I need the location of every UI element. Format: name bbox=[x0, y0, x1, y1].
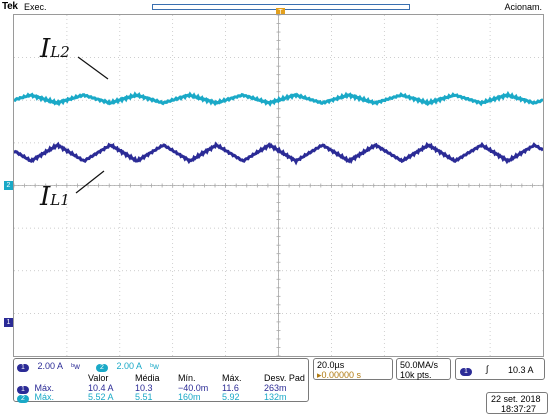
meas-row-2-max: 5.92 bbox=[222, 392, 240, 402]
waveform-ch2 bbox=[14, 90, 543, 107]
meas-row-2-min: 160m bbox=[178, 392, 201, 402]
acquisition-box[interactable]: 50.0MA/s 10k pts. bbox=[396, 358, 451, 380]
timebase-box[interactable]: 20.0µs ▸0.00000 s bbox=[313, 358, 393, 380]
meas-row-1-value: 10.4 A bbox=[88, 383, 114, 393]
meas-row-2-mean: 5.51 bbox=[135, 392, 153, 402]
header-valor: Valor bbox=[88, 373, 109, 383]
header-max: Máx. bbox=[222, 373, 242, 383]
meas-row-1-stddev: 263m bbox=[264, 383, 287, 393]
trigger-status-label: Acionam. bbox=[504, 2, 542, 12]
brand-logo: Tek bbox=[2, 1, 18, 12]
sample-rate: 50.0MA/s bbox=[400, 360, 439, 370]
ch2-scale-readout[interactable]: 2 2.00 A ᵇw bbox=[96, 361, 159, 372]
meas-row-1-min: −40.0m bbox=[178, 383, 209, 393]
trigger-position-marker[interactable]: T bbox=[276, 8, 285, 18]
measurement-box[interactable]: 1 2.00 A ᵇw 2 2.00 A ᵇw Valor Média Mín.… bbox=[13, 358, 309, 403]
readout-panel: 1 2.00 A ᵇw 2 2.00 A ᵇw Valor Média Mín.… bbox=[0, 358, 550, 416]
meas-row-2-stddev: 132m bbox=[264, 392, 287, 402]
date-readout: 22 set. 2018 bbox=[491, 394, 541, 404]
graticule bbox=[14, 15, 543, 356]
header-min: Mín. bbox=[178, 373, 196, 383]
waveform-display[interactable] bbox=[13, 14, 544, 357]
header-stddev: Desv. Pad bbox=[264, 373, 305, 383]
label-il1: IL1 bbox=[40, 182, 70, 212]
trigger-source-badge: 1 bbox=[460, 365, 472, 376]
ch1-ground-marker[interactable]: 1 bbox=[4, 318, 13, 327]
trigger-level: 10.3 A bbox=[508, 365, 534, 375]
meas-row-2-label: 2 Máx. bbox=[17, 392, 54, 403]
header-media: Média bbox=[135, 373, 160, 383]
meas-row-1-label: 1 Máx. bbox=[17, 383, 54, 394]
ch1-scale-readout[interactable]: 1 2.00 A ᵇw bbox=[17, 361, 80, 372]
label-il2: IL2 bbox=[40, 34, 70, 64]
label-il2-pointer bbox=[77, 56, 109, 80]
meas-row-1-max: 11.6 bbox=[222, 383, 239, 393]
meas-row-1-mean: 10.3 bbox=[135, 383, 153, 393]
timebase-scale: 20.0µs bbox=[317, 360, 345, 370]
label-il1-pointer bbox=[75, 170, 105, 194]
record-length: 10k pts. bbox=[400, 370, 432, 380]
ch2-ground-marker[interactable]: 2 bbox=[4, 181, 13, 190]
status-bar: Tek Exec. Acionam. bbox=[0, 0, 550, 14]
trigger-slope-icon: ∫ bbox=[486, 364, 489, 374]
waveform-ch1 bbox=[14, 141, 543, 166]
timebase-position: ▸0.00000 s bbox=[317, 370, 362, 380]
datetime-box: 22 set. 2018 18:37:27 bbox=[486, 392, 548, 414]
trigger-box[interactable]: 1 ∫ 10.3 A bbox=[455, 358, 545, 380]
time-readout: 18:37:27 bbox=[501, 404, 537, 414]
meas-row-2-value: 5.52 A bbox=[88, 392, 114, 402]
run-state-label: Exec. bbox=[24, 2, 47, 12]
